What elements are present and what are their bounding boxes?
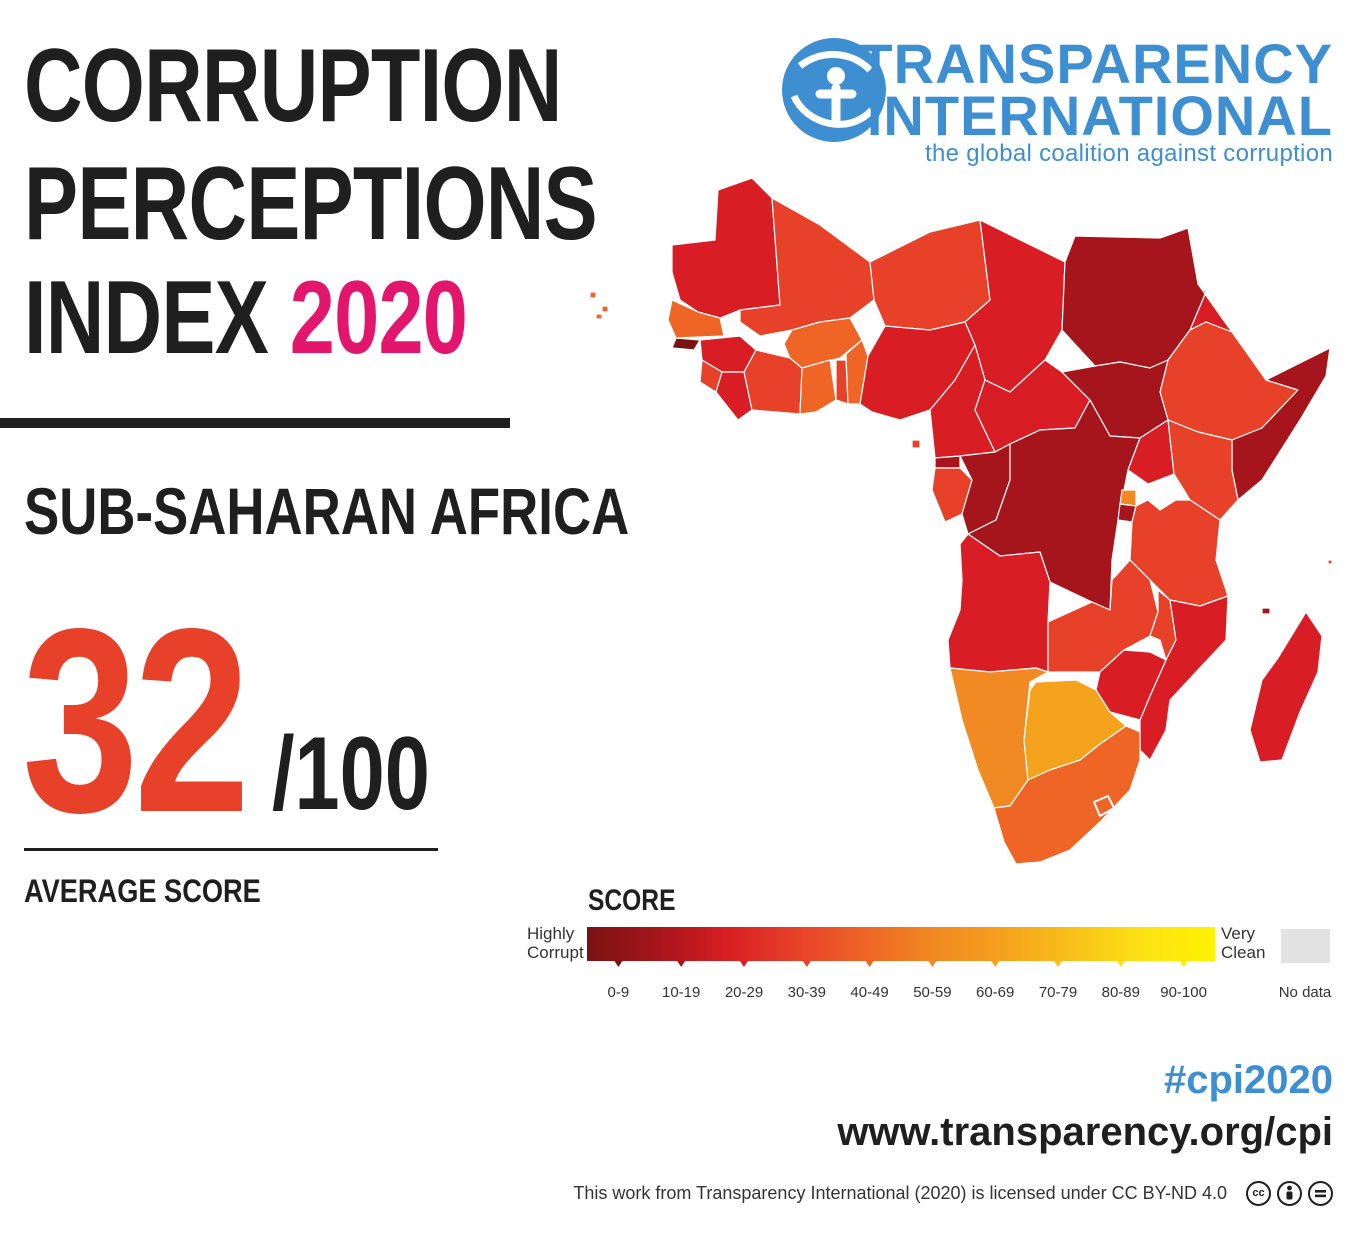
title-index-word: INDEX <box>24 260 269 376</box>
legend-tick-70-79 <box>1054 961 1062 967</box>
legend-tick-10-19 <box>677 961 686 967</box>
region-madagascar <box>1249 611 1323 763</box>
hashtag-link[interactable]: #cpi2020 <box>1163 1058 1333 1102</box>
legend-color-scale <box>587 927 1215 967</box>
legend-range-label: 0-9 <box>607 984 630 1001</box>
region-lesotho <box>1093 795 1115 817</box>
legend-no-data-label: No data <box>1278 984 1332 1001</box>
nd-icon <box>1308 1181 1333 1206</box>
region-drc <box>967 399 1141 611</box>
region-equatorial-guinea <box>934 455 961 469</box>
by-icon <box>1277 1181 1302 1206</box>
region-name: SUB-SAHARAN AFRICA <box>24 474 630 548</box>
region-cabo-verde <box>589 291 609 320</box>
score-divider <box>24 848 438 851</box>
legend-tick-20-29 <box>740 961 748 967</box>
legend-low-label-line-1: Highly <box>527 924 575 943</box>
legend-range-label: 80-89 <box>1101 984 1140 1001</box>
region-niger <box>869 219 991 331</box>
legend-tick-50-59 <box>928 961 937 967</box>
legend-tick-60-69 <box>991 961 1000 967</box>
ti-globe-figure-icon <box>782 38 886 142</box>
cc-icon: cc <box>1246 1181 1271 1206</box>
legend-low-label: Highly Corrupt <box>527 924 584 962</box>
legend-tick-40-49 <box>865 961 874 967</box>
region-guinea-bissau <box>671 337 701 351</box>
legend-range-label: 10-19 <box>662 984 701 1001</box>
region-uganda <box>1127 419 1175 485</box>
legend-range-label: 60-69 <box>976 984 1015 1001</box>
region-comoros <box>1261 607 1271 615</box>
region-senegal <box>667 299 725 339</box>
legend-high-label: Very Clean <box>1221 924 1265 962</box>
region-seychelles <box>1327 559 1333 565</box>
legend-tick-80-89 <box>1116 961 1125 967</box>
average-score-label: AVERAGE SCORE <box>24 873 261 909</box>
region-kenya <box>1167 419 1239 521</box>
legend-range-label: 90-100 <box>1160 984 1207 1001</box>
legend-gradient-bar <box>587 927 1215 961</box>
legend-tick-30-39 <box>802 961 811 967</box>
region-burkina-faso <box>783 317 863 369</box>
logo-name-line-2: INTERNATIONAL <box>866 84 1333 147</box>
legend-range-label: 30-39 <box>787 984 826 1001</box>
legend-high-label-line-2: Clean <box>1221 943 1266 962</box>
legend-range-label: 70-79 <box>1038 984 1078 1001</box>
logo-tagline: the global coalition against corruption <box>925 140 1333 167</box>
average-score-value: 32 <box>22 574 250 867</box>
score-max: /100 <box>272 716 430 832</box>
region-south-africa <box>993 725 1141 865</box>
region-mauritania <box>671 177 781 319</box>
logo-name-line-1: TRANSPARENCY <box>858 32 1333 95</box>
title-line-2: PERCEPTIONS <box>24 146 598 262</box>
legend-range-label: 50-59 <box>913 984 952 1001</box>
legend-title: SCORE <box>588 884 676 917</box>
cpi-url-link[interactable]: www.transparency.org/cpi <box>837 1110 1333 1154</box>
legend-high-label-line-1: Very <box>1221 924 1256 943</box>
region-angola <box>947 533 1051 673</box>
legend-range-label: 20-29 <box>724 984 764 1001</box>
legend-range-label: 40-49 <box>850 984 889 1001</box>
region-rwanda <box>1119 489 1137 507</box>
legend-no-data-swatch <box>1281 929 1330 963</box>
title-line-3: INDEX 2020 <box>24 266 468 370</box>
legend-tick-90-100 <box>1179 961 1188 967</box>
region-sao-tome <box>911 439 921 449</box>
legend-low-label-line-2: Corrupt <box>527 943 584 962</box>
title-year: 2020 <box>289 260 468 376</box>
title-line-1: CORRUPTION <box>24 28 562 144</box>
title-divider <box>0 418 510 428</box>
legend-tick-0-9 <box>614 961 623 967</box>
region-ghana <box>799 359 837 415</box>
license-text: This work from Transparency Internationa… <box>573 1183 1227 1203</box>
